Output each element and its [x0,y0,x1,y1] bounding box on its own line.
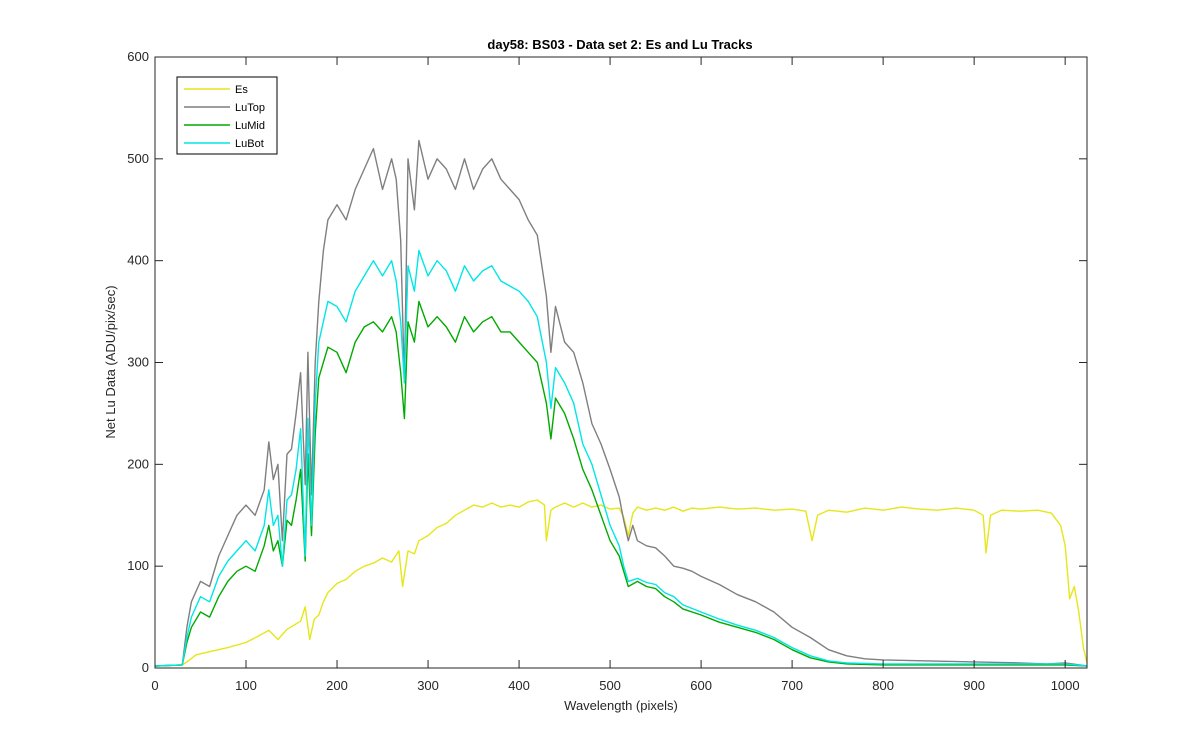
series-line-es [154,499,1088,667]
plot-background [155,57,1087,668]
x-tick-label: 300 [417,678,439,693]
y-tick-label: 0 [142,660,149,675]
plot-area: 0 100 200 300 400 500 600 700 800 900 1000 0 100 200 3… [127,49,1088,693]
series-line-lubot [154,249,1088,667]
x-tick-label: 700 [781,678,803,693]
series-layer [154,139,1088,667]
legend: Es LuTop LuMid LuBot [176,76,278,155]
y-axis-label: Net Lu Data (ADU/pix/sec) [103,285,118,438]
legend-box [176,76,278,155]
legend-label-es: Es [235,84,248,96]
ticks-layer: 0 100 200 300 400 500 600 700 800 900 1000 0 100 200 3… [127,49,1087,693]
legend-label-lubot: LuBot [235,138,264,150]
chart-title: day58: BS03 - Data set 2: Es and Lu Trac… [487,37,752,52]
x-tick-label: 600 [690,678,712,693]
x-tick-label: 200 [326,678,348,693]
x-tick-label: 100 [235,678,257,693]
y-tick-label: 200 [127,456,149,471]
y-tick-label: 600 [127,49,149,64]
x-tick-label: 800 [872,678,894,693]
series-line-lutop [154,139,1088,667]
y-tick-label: 300 [127,355,149,370]
y-tick-label: 400 [127,253,149,268]
x-axis-label: Wavelength (pixels) [564,698,678,713]
y-tick-label: 100 [127,558,149,573]
x-tick-label: 500 [599,678,621,693]
x-tick-label: 900 [963,678,985,693]
y-tick-label: 500 [127,151,149,166]
legend-label-lutop: LuTop [235,102,265,114]
x-tick-label: 1000 [1051,678,1080,693]
x-tick-label: 400 [508,678,530,693]
x-tick-label: 0 [151,678,158,693]
legend-label-lumid: LuMid [235,120,265,132]
series-line-lumid [154,300,1088,667]
legend-items: Es LuTop LuMid LuBot [184,84,265,150]
